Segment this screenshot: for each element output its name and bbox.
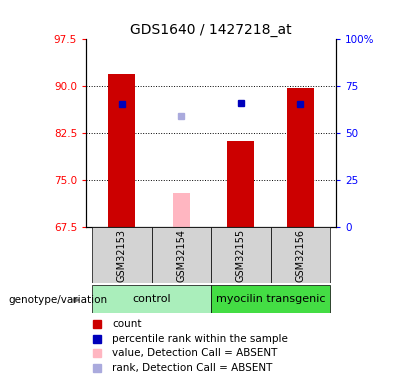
Text: GSM32155: GSM32155 <box>236 228 246 282</box>
Bar <box>108 74 135 227</box>
Text: GSM32153: GSM32153 <box>117 228 127 282</box>
Bar <box>92 227 152 283</box>
Bar <box>270 227 330 283</box>
Text: percentile rank within the sample: percentile rank within the sample <box>113 334 288 344</box>
Text: GSM32154: GSM32154 <box>176 228 186 282</box>
Bar <box>211 227 270 283</box>
Text: rank, Detection Call = ABSENT: rank, Detection Call = ABSENT <box>113 363 273 373</box>
Text: value, Detection Call = ABSENT: value, Detection Call = ABSENT <box>113 348 278 358</box>
Text: control: control <box>132 294 171 304</box>
Bar <box>92 285 211 313</box>
Text: genotype/variation: genotype/variation <box>8 295 108 305</box>
Bar <box>152 227 211 283</box>
Text: GSM32156: GSM32156 <box>295 228 305 282</box>
Bar <box>287 87 314 227</box>
Bar <box>227 141 254 227</box>
Text: myocilin transgenic: myocilin transgenic <box>216 294 326 304</box>
Title: GDS1640 / 1427218_at: GDS1640 / 1427218_at <box>130 23 292 37</box>
Bar <box>173 192 190 227</box>
Bar <box>211 285 330 313</box>
Text: count: count <box>113 319 142 329</box>
